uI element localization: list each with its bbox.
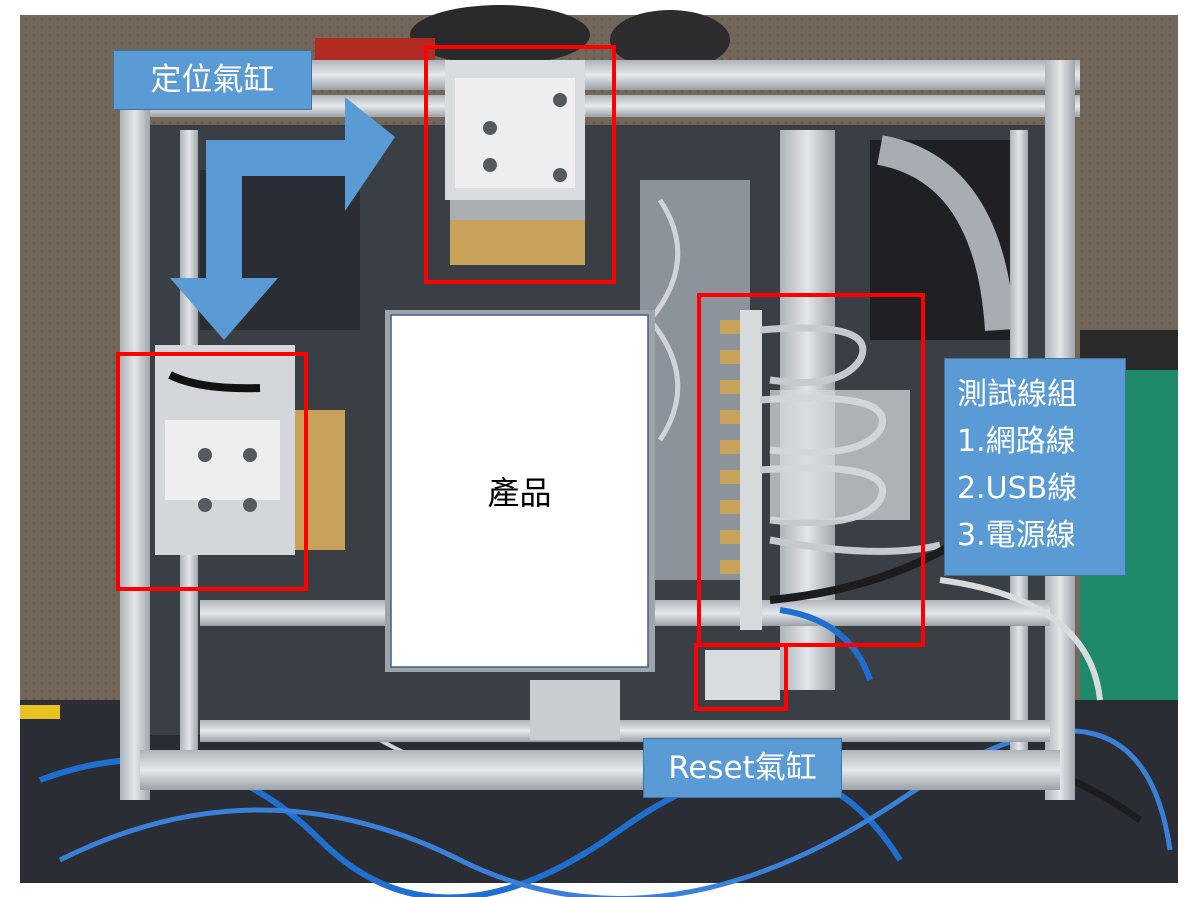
red-object xyxy=(315,38,435,60)
reset-cylinder-body xyxy=(705,650,780,700)
connector-rail xyxy=(740,310,762,630)
reset-cylinder-label: Reset氣缸 xyxy=(643,738,842,798)
test-wire-item: 1.網路線 xyxy=(957,424,1076,459)
dark-object xyxy=(410,5,590,65)
left-cylinder-block xyxy=(295,410,345,550)
blue-arrow xyxy=(170,97,395,340)
test-wire-item: 3.電源線 xyxy=(957,518,1076,553)
frame-bottom-bar xyxy=(140,750,1060,790)
test-wire-group-label: 測試線組 1.網路線 2.USB線 3.電源線 xyxy=(944,358,1126,576)
frame-left-post xyxy=(120,60,150,800)
highlight-positioning-cylinder-top xyxy=(424,45,616,284)
reset-cylinder-text: Reset氣缸 xyxy=(668,750,817,786)
highlight-test-wire-group xyxy=(697,293,925,647)
product-label: 產品 xyxy=(487,474,552,512)
positioning-cylinder-label: 定位氣缸 xyxy=(113,50,312,110)
positioning-cylinder-text: 定位氣缸 xyxy=(150,62,275,98)
test-wire-item: 2.USB線 xyxy=(957,471,1078,506)
highlight-positioning-cylinder-left xyxy=(116,352,308,591)
product-panel xyxy=(390,314,649,668)
highlight-reset-cylinder xyxy=(694,643,788,711)
test-wire-group-title: 測試線組 xyxy=(957,377,1077,412)
